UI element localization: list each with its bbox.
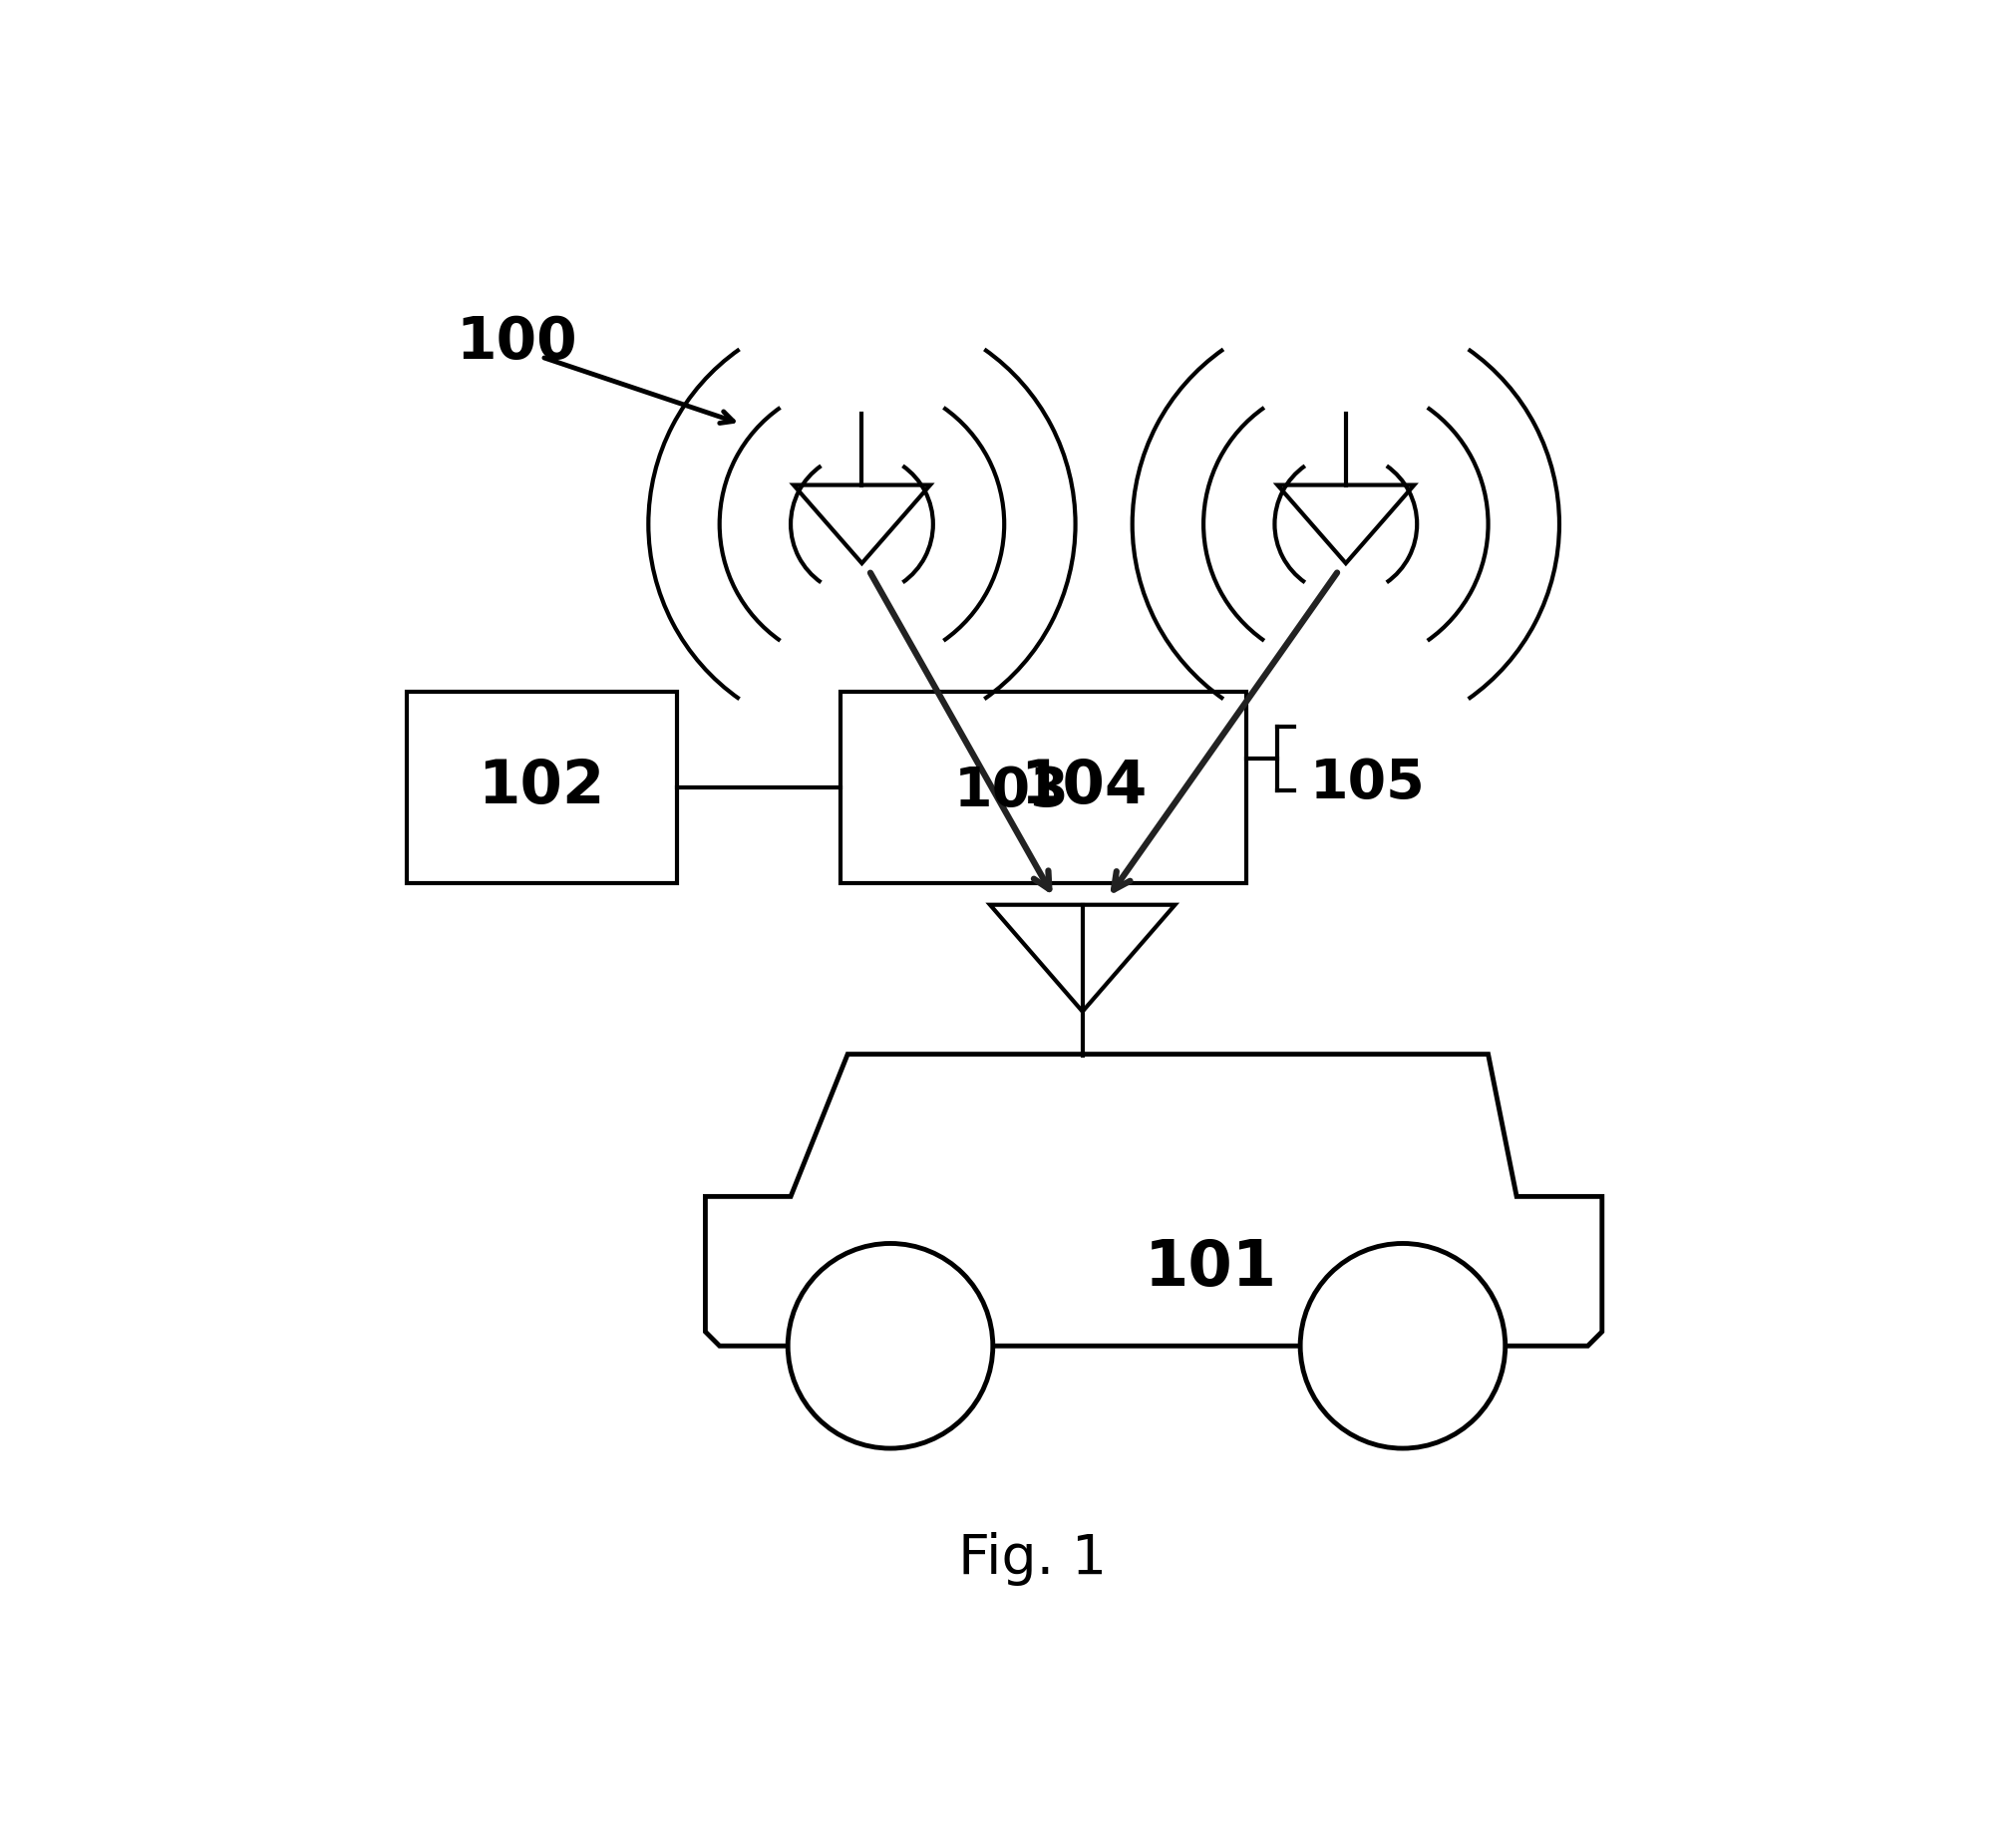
Ellipse shape	[788, 1244, 993, 1449]
Text: 105: 105	[1310, 758, 1427, 811]
Bar	[840, 691, 1245, 883]
Text: 100: 100	[455, 314, 578, 371]
Polygon shape	[705, 1053, 1602, 1345]
Text: 101: 101	[1145, 1236, 1278, 1299]
Text: 103: 103	[955, 763, 1070, 819]
Bar	[407, 691, 677, 883]
Text: 104: 104	[1020, 758, 1147, 817]
Text: Fig. 1: Fig. 1	[959, 1532, 1106, 1586]
Text: 102: 102	[478, 758, 604, 817]
Ellipse shape	[1300, 1244, 1505, 1449]
